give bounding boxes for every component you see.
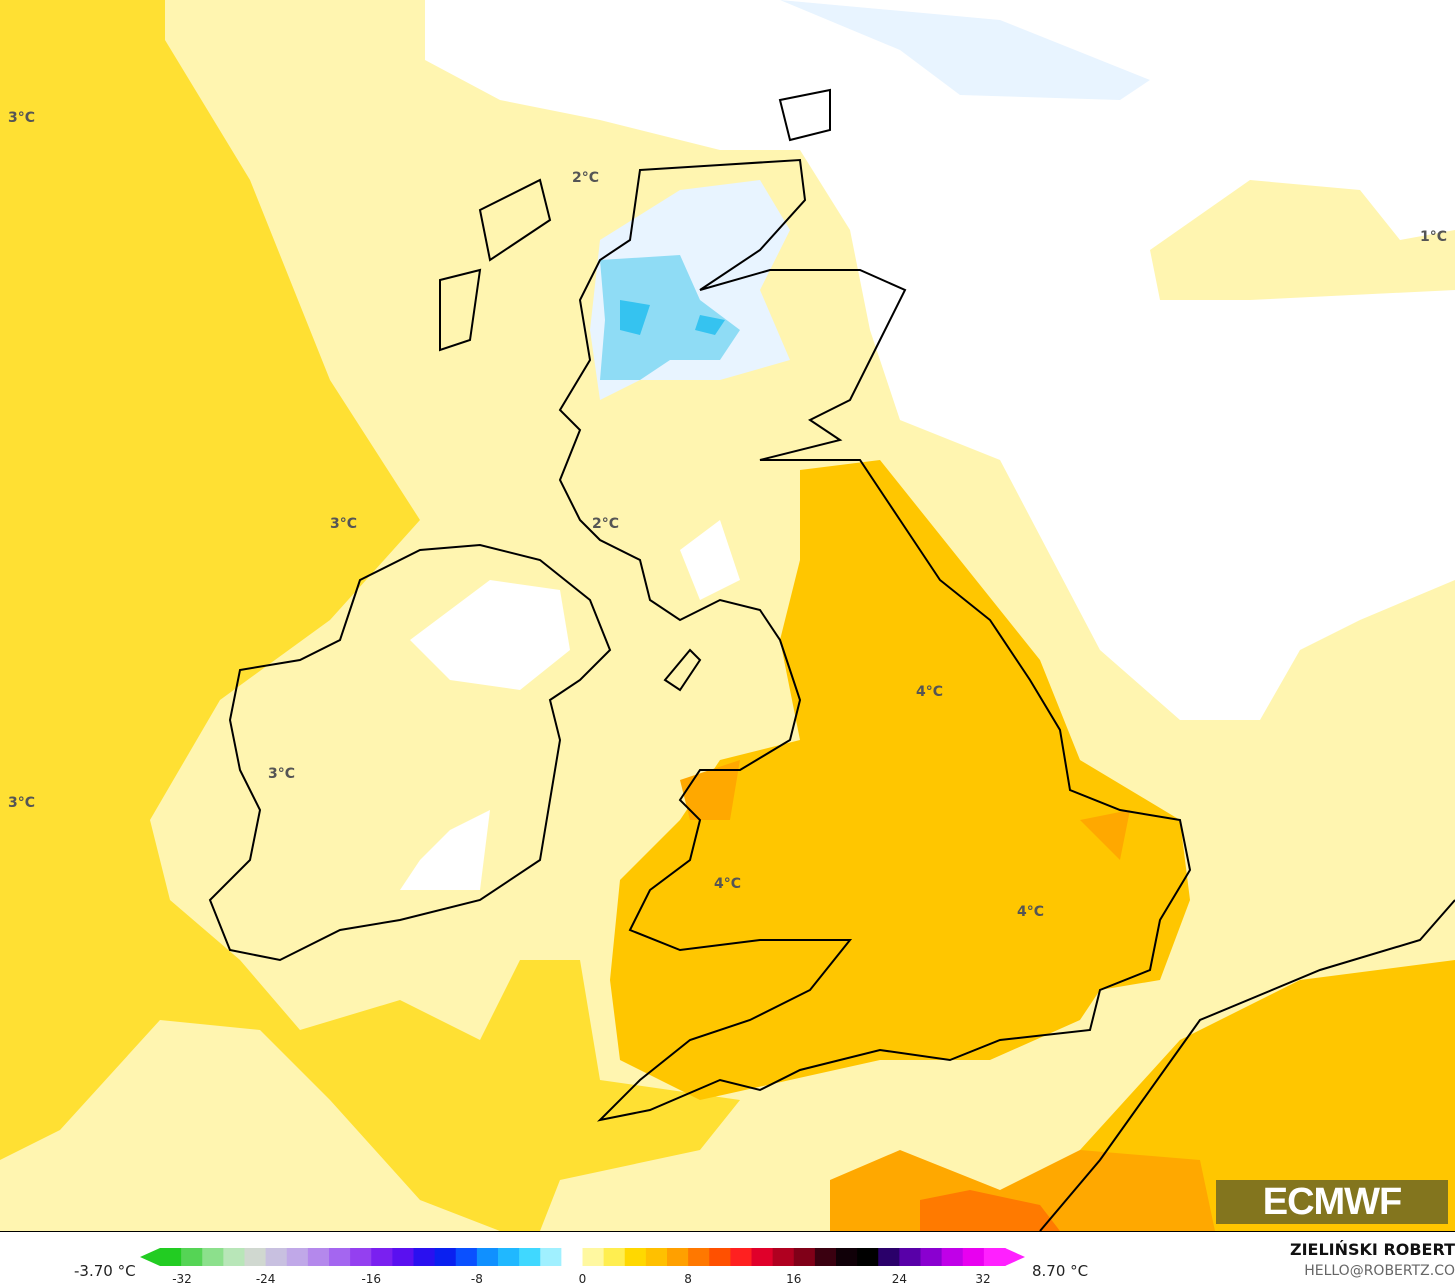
colorbar-segment <box>413 1248 436 1266</box>
colorbar-segment <box>751 1248 774 1266</box>
temp-label: 3°C <box>8 110 35 126</box>
white-zone-north <box>425 0 1455 720</box>
colorbar-segment <box>181 1248 203 1266</box>
min-value-label: -3.70 °C <box>74 1262 136 1280</box>
colorbar-tick-label: -32 <box>172 1272 192 1286</box>
colorbar-segment <box>709 1248 731 1266</box>
cold-zone-deep <box>620 300 725 335</box>
colorbar-segment <box>962 1248 985 1266</box>
logo-text: ECMWF <box>1262 1180 1403 1223</box>
white-zone-ireland <box>400 580 570 890</box>
colorbar <box>140 1248 1025 1266</box>
colorbar-segment <box>814 1248 837 1266</box>
coast-continent <box>1039 899 1455 1231</box>
pale-zone-sw <box>0 1020 500 1231</box>
colorbar-segment <box>836 1248 858 1266</box>
temp-label: 3°C <box>330 516 357 532</box>
temperature-map: 3°C 2°C 1°C 3°C 2°C 4°C 3°C 3°C 4°C 4°C <box>0 0 1455 1231</box>
coastlines <box>208 88 1455 1231</box>
colorbar-segment <box>455 1248 478 1266</box>
colorbar-tick-label: 16 <box>786 1272 802 1286</box>
temp-label: 1°C <box>1420 229 1447 245</box>
temp-label: 2°C <box>572 170 599 186</box>
ecmwf-logo: ECMWF <box>1216 1180 1448 1224</box>
colorbar-segment <box>476 1248 499 1266</box>
colorbar-segment <box>350 1248 372 1266</box>
white-zone-north-sea <box>1150 180 1455 300</box>
cold-zone <box>600 255 740 380</box>
temp-label: 4°C <box>1017 904 1044 920</box>
colorbar-tick-label: -8 <box>470 1272 483 1286</box>
white-zone-scotland-s <box>680 520 740 600</box>
legend-footer: -3.70 °C -32 -24 -16 -8 0 8 16 24 32 8.70 °C ZIE… <box>0 1231 1455 1288</box>
colorbar-segment <box>793 1248 816 1266</box>
colorbar-segment <box>941 1248 964 1266</box>
colorbar-segment <box>688 1248 710 1266</box>
author-email: HELLO@ROBERTZ.CO <box>1304 1263 1455 1279</box>
hot-zone <box>920 1190 1060 1231</box>
colorbar-segment <box>540 1248 562 1266</box>
colorbar-tick-label: 8 <box>684 1272 692 1286</box>
coast-great-britain <box>558 158 1192 1122</box>
colorbar-segment <box>519 1248 541 1266</box>
colorbar-segment <box>730 1248 753 1266</box>
cold-zone-light <box>780 0 1150 100</box>
temp-label: 2°C <box>592 516 619 532</box>
colorbar-tick-label: -24 <box>255 1272 276 1286</box>
colorbar-segment <box>498 1248 520 1266</box>
colorbar-segment <box>434 1248 457 1266</box>
colorbar-segment <box>202 1248 224 1266</box>
dark-orange-zone <box>680 760 1215 1231</box>
colorbar-segment <box>878 1248 900 1266</box>
colorbar-segment <box>983 1248 1006 1266</box>
colorbar-segment <box>920 1248 943 1266</box>
colorbar-tick-label: 0 <box>578 1272 587 1286</box>
colorbar-tick-label: -16 <box>361 1272 382 1286</box>
temp-label: 3°C <box>268 766 295 782</box>
colorbar-segment <box>265 1248 288 1266</box>
colorbar-segment <box>160 1248 182 1266</box>
coast-orkney <box>778 88 831 142</box>
temperature-labels: 3°C 2°C 1°C 3°C 2°C 4°C 3°C 3°C 4°C 4°C <box>8 110 1447 920</box>
colorbar-segment <box>624 1248 647 1266</box>
temp-label: 4°C <box>714 876 741 892</box>
colorbar-segment <box>772 1248 795 1266</box>
colorbar-segment <box>561 1248 584 1266</box>
colorbar-segment <box>371 1248 393 1266</box>
temp-label: 4°C <box>916 684 943 700</box>
author-credit: ZIELIŃSKI ROBERT <box>1289 1240 1455 1259</box>
colorbar-segment <box>392 1248 415 1266</box>
colorbar-segment <box>244 1248 267 1266</box>
colorbar-tick-label: 24 <box>891 1272 908 1286</box>
colorbar-tick-label: 32 <box>975 1272 991 1286</box>
temp-label: 3°C <box>8 795 35 811</box>
colorbar-segment <box>286 1248 309 1266</box>
coast-ireland <box>208 543 612 962</box>
max-value-label: 8.70 °C <box>1032 1262 1089 1280</box>
coast-hebrides <box>439 178 552 352</box>
colorbar-segment <box>645 1248 668 1266</box>
colorbar-segment <box>307 1248 330 1266</box>
colorbar-segment <box>857 1248 879 1266</box>
colorbar-segment <box>667 1248 689 1266</box>
colorbar-segment <box>603 1248 626 1266</box>
coast-isle-of-man <box>663 648 702 692</box>
colorbar-segment <box>223 1248 246 1266</box>
colorbar-segment <box>582 1248 605 1266</box>
colorbar-segment <box>329 1248 351 1266</box>
colorbar-max-arrow <box>1005 1248 1025 1266</box>
colorbar-segment <box>899 1248 922 1266</box>
colorbar-min-arrow <box>140 1248 160 1266</box>
